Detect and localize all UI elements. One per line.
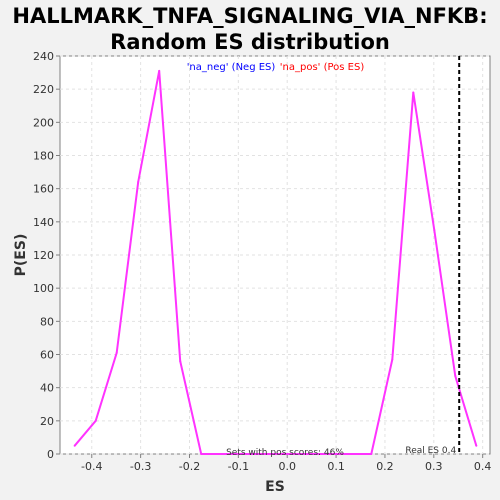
y-tick-label: 120 <box>33 249 54 262</box>
y-tick-label: 140 <box>33 216 54 229</box>
y-tick-label: 160 <box>33 183 54 196</box>
data-point <box>475 445 477 447</box>
legend-entry: 'na_pos' (Pos ES) <box>280 62 365 73</box>
data-point <box>137 181 139 183</box>
x-axis-label: ES <box>265 479 285 495</box>
y-tick-label: 0 <box>47 448 54 461</box>
data-point <box>370 453 372 455</box>
data-point <box>158 70 160 72</box>
data-point <box>200 453 202 455</box>
x-tick-label: -0.4 <box>81 460 102 473</box>
x-tick-label: 0.4 <box>474 460 492 473</box>
y-tick-label: 60 <box>40 349 54 362</box>
data-point <box>116 352 118 354</box>
data-point <box>412 91 414 93</box>
x-tick-label: -0.1 <box>228 460 249 473</box>
y-axis-label: P(ES) <box>13 234 29 277</box>
data-point <box>95 420 97 422</box>
x-tick-label: 0.3 <box>425 460 443 473</box>
data-point <box>433 229 435 231</box>
annotation-pos-scores: Sets with pos scores: 46% <box>226 448 344 458</box>
x-tick-label: 0.0 <box>278 460 296 473</box>
y-tick-label: 80 <box>40 315 54 328</box>
y-tick-label: 20 <box>40 415 54 428</box>
y-tick-label: 100 <box>33 282 54 295</box>
reference-line-label: Real ES 0.4 <box>405 446 456 456</box>
legend-entry: 'na_neg' (Neg ES) <box>187 62 276 73</box>
plot-area <box>60 56 490 454</box>
data-point <box>179 360 181 362</box>
x-tick-label: -0.2 <box>179 460 200 473</box>
y-tick-label: 240 <box>33 50 54 63</box>
data-point <box>454 375 456 377</box>
data-point <box>74 445 76 447</box>
x-tick-label: 0.2 <box>376 460 394 473</box>
y-tick-label: 220 <box>33 83 54 96</box>
y-tick-label: 200 <box>33 116 54 129</box>
y-tick-label: 180 <box>33 150 54 163</box>
x-tick-label: 0.1 <box>327 460 345 473</box>
y-tick-label: 40 <box>40 382 54 395</box>
x-tick-label: -0.3 <box>130 460 151 473</box>
data-point <box>391 358 393 360</box>
